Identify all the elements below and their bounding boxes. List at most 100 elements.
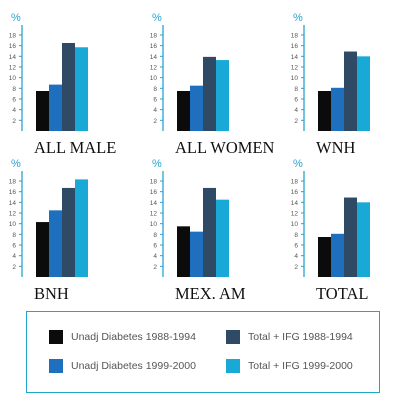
legend-label-unadj-1988: Unadj Diabetes 1988-1994 (71, 331, 196, 343)
chart-title: WNH (316, 138, 355, 157)
y-tick-label: 18 (150, 179, 158, 186)
y-tick-label: 12 (9, 211, 17, 218)
y-tick-label: 10 (291, 221, 299, 228)
y-tick-label: 8 (294, 86, 298, 93)
y-tick-label: 8 (12, 86, 16, 93)
y-tick-label: 4 (153, 253, 157, 260)
y-tick-label: 4 (12, 107, 16, 114)
y-tick-label: 10 (291, 75, 299, 82)
y-tick-label: 2 (153, 118, 157, 125)
bar-unadj-1988 (36, 91, 49, 131)
y-axis-unit-label: % (152, 158, 162, 170)
y-tick-label: 6 (153, 243, 157, 250)
bar-total-1999 (75, 179, 88, 277)
y-tick-label: 16 (9, 189, 17, 196)
chart-title: TOTAL (316, 284, 368, 303)
y-tick-label: 2 (12, 264, 16, 271)
y-tick-label: 6 (294, 97, 298, 104)
y-tick-label: 12 (291, 65, 299, 72)
chart-panel-bnh: % 2 4 6 8 10 12 14 16 18 BNH (9, 158, 88, 303)
y-axis-unit-label: % (152, 12, 162, 24)
y-tick-label: 10 (9, 221, 17, 228)
y-tick-label: 8 (153, 86, 157, 93)
bar-total-1999 (216, 60, 229, 131)
y-tick-label: 4 (12, 253, 16, 260)
y-tick-label: 4 (153, 107, 157, 114)
y-tick-label: 12 (9, 65, 17, 72)
bar-unadj-1988 (177, 91, 190, 131)
y-axis-unit-label: % (11, 12, 21, 24)
y-tick-label: 18 (9, 33, 17, 40)
legend-swatch-total-1999 (226, 359, 240, 373)
bar-total-1999 (357, 202, 370, 277)
legend-item-unadj-1988: Unadj Diabetes 1988-1994 (49, 330, 196, 344)
bar-total-1999 (357, 56, 370, 132)
chart-panel-all-male: % 2 4 6 8 10 12 14 16 18 ALL MALE (9, 12, 117, 157)
bar-unadj-1999 (331, 87, 344, 131)
y-tick-label: 16 (150, 189, 158, 196)
y-tick-label: 2 (294, 118, 298, 125)
y-tick-label: 10 (150, 221, 158, 228)
y-tick-label: 6 (12, 243, 16, 250)
chart-panel-total: % 2 4 6 8 10 12 14 16 18 TOTAL (291, 158, 370, 303)
chart-title: ALL WOMEN (175, 138, 275, 157)
bar-unadj-1999 (331, 233, 344, 277)
y-axis-unit-label: % (293, 158, 303, 170)
y-tick-label: 14 (150, 54, 158, 61)
chart-panel-wnh: % 2 4 6 8 10 12 14 16 18 WNH (291, 12, 370, 157)
bar-unadj-1988 (318, 91, 331, 131)
chart-panel-mex-am: % 2 4 6 8 10 12 14 16 18 MEX. AM (150, 158, 246, 303)
y-tick-label: 8 (153, 232, 157, 239)
chart-title: BNH (34, 284, 69, 303)
bar-total-1988 (62, 187, 75, 277)
y-tick-label: 14 (9, 54, 17, 61)
y-axis-unit-label: % (293, 12, 303, 24)
y-tick-label: 12 (150, 65, 158, 72)
legend-item-total-1999: Total + IFG 1999-2000 (226, 359, 353, 373)
y-tick-label: 6 (153, 97, 157, 104)
y-tick-label: 6 (294, 243, 298, 250)
y-tick-label: 16 (291, 189, 299, 196)
y-tick-label: 12 (150, 211, 158, 218)
legend-swatch-total-1988 (226, 330, 240, 344)
bar-unadj-1999 (190, 231, 203, 277)
legend-label-unadj-1999: Unadj Diabetes 1999-2000 (71, 360, 196, 372)
legend-item-total-1988: Total + IFG 1988-1994 (226, 330, 353, 344)
y-tick-label: 16 (9, 43, 17, 50)
y-tick-label: 4 (294, 107, 298, 114)
y-tick-label: 18 (150, 33, 158, 40)
y-tick-label: 6 (12, 97, 16, 104)
chart-panel-all-women: % 2 4 6 8 10 12 14 16 18 ALL WOMEN (150, 12, 275, 157)
bar-total-1988 (344, 197, 357, 277)
y-tick-label: 4 (294, 253, 298, 260)
y-tick-label: 18 (291, 179, 299, 186)
y-tick-label: 2 (294, 264, 298, 271)
bar-total-1988 (203, 56, 216, 131)
y-tick-label: 8 (294, 232, 298, 239)
bar-unadj-1999 (190, 85, 203, 131)
y-tick-label: 2 (153, 264, 157, 271)
y-tick-label: 14 (150, 200, 158, 207)
y-tick-label: 16 (150, 43, 158, 50)
legend-item-unadj-1999: Unadj Diabetes 1999-2000 (49, 359, 196, 373)
bar-unadj-1999 (49, 84, 62, 131)
bar-unadj-1988 (36, 222, 49, 277)
y-tick-label: 12 (291, 211, 299, 218)
bar-total-1988 (344, 51, 357, 131)
bar-total-1988 (203, 187, 216, 277)
legend-label-total-1988: Total + IFG 1988-1994 (248, 331, 353, 343)
legend-label-total-1999: Total + IFG 1999-2000 (248, 360, 353, 372)
y-tick-label: 14 (291, 54, 299, 61)
bar-unadj-1999 (49, 210, 62, 277)
y-tick-label: 10 (9, 75, 17, 82)
bar-unadj-1988 (177, 226, 190, 277)
y-tick-label: 18 (9, 179, 17, 186)
y-tick-label: 8 (12, 232, 16, 239)
legend: Unadj Diabetes 1988-1994 Total + IFG 198… (26, 311, 380, 393)
legend-swatch-unadj-1999 (49, 359, 63, 373)
bar-total-1988 (62, 43, 75, 131)
y-tick-label: 2 (12, 118, 16, 125)
y-tick-label: 14 (291, 200, 299, 207)
legend-swatch-unadj-1988 (49, 330, 63, 344)
